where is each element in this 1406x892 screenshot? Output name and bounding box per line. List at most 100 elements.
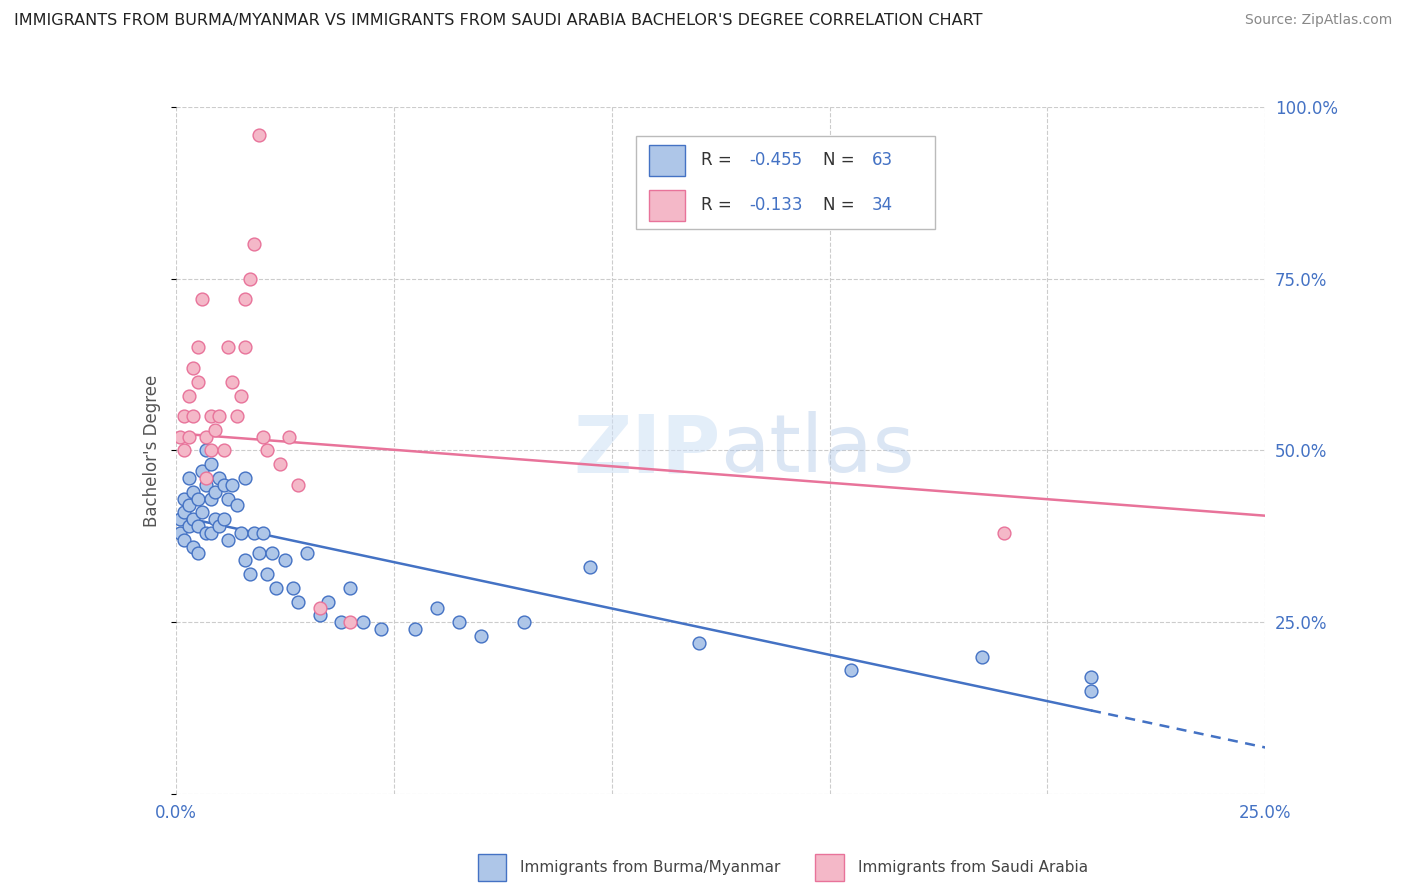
Point — [1080, 670, 1102, 684]
Text: -0.455: -0.455 — [749, 152, 803, 169]
Point — [200, 525, 222, 540]
Point — [256, 443, 278, 458]
Point — [204, 484, 226, 499]
Point — [235, 553, 257, 567]
Point — [239, 567, 262, 582]
Point — [235, 471, 257, 485]
Point — [221, 478, 243, 492]
Point — [339, 581, 361, 595]
Point — [173, 409, 195, 423]
Point — [177, 471, 200, 485]
Text: Immigrants from Saudi Arabia: Immigrants from Saudi Arabia — [858, 861, 1088, 875]
Point — [186, 519, 209, 533]
Point — [191, 464, 214, 478]
Point — [200, 409, 222, 423]
Point — [177, 499, 200, 513]
Point — [330, 615, 353, 630]
Point — [993, 525, 1015, 540]
Point — [191, 293, 214, 307]
Point — [204, 423, 226, 437]
Point — [177, 519, 200, 533]
Point — [195, 430, 218, 444]
Point — [513, 615, 536, 630]
Point — [200, 443, 222, 458]
Point — [308, 608, 330, 623]
Text: 63: 63 — [872, 152, 893, 169]
Point — [243, 525, 266, 540]
Point — [970, 649, 993, 664]
Text: Source: ZipAtlas.com: Source: ZipAtlas.com — [1244, 13, 1392, 28]
Point — [231, 388, 253, 402]
Text: IMMIGRANTS FROM BURMA/MYANMAR VS IMMIGRANTS FROM SAUDI ARABIA BACHELOR'S DEGREE : IMMIGRANTS FROM BURMA/MYANMAR VS IMMIGRA… — [14, 13, 983, 29]
Point — [247, 128, 270, 142]
Point — [688, 636, 710, 650]
Point — [173, 491, 195, 506]
Point — [256, 567, 278, 582]
Point — [243, 237, 266, 252]
Point — [177, 430, 200, 444]
Point — [295, 546, 318, 561]
Point — [204, 512, 226, 526]
Point — [195, 443, 218, 458]
Point — [274, 553, 297, 567]
Point — [260, 546, 283, 561]
Point — [225, 409, 247, 423]
Point — [339, 615, 361, 630]
FancyBboxPatch shape — [648, 145, 685, 176]
Point — [186, 491, 209, 506]
Point — [470, 629, 492, 643]
Point — [264, 581, 287, 595]
Y-axis label: Bachelor's Degree: Bachelor's Degree — [143, 375, 162, 526]
Point — [217, 533, 239, 547]
Point — [181, 361, 204, 376]
Text: N =: N = — [823, 195, 859, 214]
Point — [173, 443, 195, 458]
Point — [181, 540, 204, 554]
Point — [247, 546, 270, 561]
Point — [308, 601, 330, 615]
Point — [212, 478, 235, 492]
Point — [208, 471, 231, 485]
Point — [212, 443, 235, 458]
FancyBboxPatch shape — [815, 855, 844, 881]
Point — [283, 581, 305, 595]
Point — [173, 505, 195, 519]
Point — [239, 271, 262, 285]
Point — [405, 622, 427, 636]
Point — [195, 471, 218, 485]
Point — [195, 478, 218, 492]
Point — [200, 457, 222, 471]
Point — [352, 615, 374, 630]
Text: R =: R = — [700, 195, 737, 214]
Text: -0.133: -0.133 — [749, 195, 803, 214]
Point — [191, 505, 214, 519]
Point — [841, 663, 863, 677]
Point — [318, 594, 340, 608]
Point — [252, 430, 274, 444]
Point — [370, 622, 392, 636]
Point — [186, 340, 209, 354]
FancyBboxPatch shape — [637, 136, 935, 228]
Point — [579, 560, 602, 574]
Point — [212, 512, 235, 526]
Point — [231, 525, 253, 540]
Point — [181, 484, 204, 499]
Point — [252, 525, 274, 540]
FancyBboxPatch shape — [648, 190, 685, 221]
Point — [208, 409, 231, 423]
Point — [173, 533, 195, 547]
Point — [169, 525, 191, 540]
Point — [235, 293, 257, 307]
Point — [177, 388, 200, 402]
Point — [200, 491, 222, 506]
Text: 34: 34 — [872, 195, 893, 214]
Point — [208, 519, 231, 533]
Point — [186, 546, 209, 561]
Point — [1080, 683, 1102, 698]
Point — [278, 430, 301, 444]
Text: atlas: atlas — [721, 411, 915, 490]
Point — [225, 499, 247, 513]
FancyBboxPatch shape — [478, 855, 506, 881]
Point — [287, 478, 309, 492]
Text: N =: N = — [823, 152, 859, 169]
